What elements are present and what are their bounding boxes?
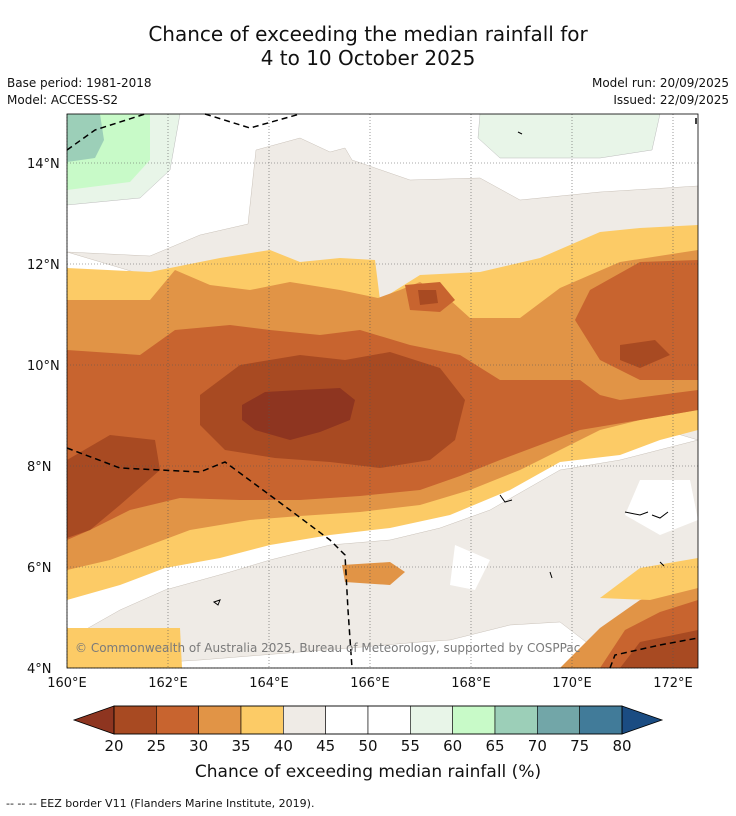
colorbar-below-arrow	[72, 705, 115, 735]
model-run: Model run: 20/09/2025	[591, 76, 729, 90]
island-4	[499, 494, 513, 503]
island-1	[624, 511, 649, 516]
colorbar-tick: 70	[527, 737, 547, 755]
colorbar-tick: 30	[189, 737, 209, 755]
island-6	[659, 561, 665, 567]
contour-fields	[67, 114, 698, 668]
eez-line-3	[66, 447, 353, 669]
lon-label: 172°E	[653, 676, 693, 691]
colorbar-tick: 40	[273, 737, 293, 755]
copyright-notice: © Commonwealth of Australia 2025, Bureau…	[75, 641, 581, 655]
field-25-southeast	[620, 630, 698, 668]
field-50-hole-1	[450, 545, 490, 590]
colorbar-tick: 60	[443, 737, 463, 755]
island-2	[651, 511, 669, 519]
colorbar-above-arrow	[621, 705, 664, 735]
lat-label: 12°N	[27, 258, 60, 273]
field-20	[242, 388, 355, 440]
lat-label: 6°N	[27, 561, 52, 576]
lon-label: 164°E	[249, 676, 289, 691]
field-40-southwest	[67, 628, 182, 668]
lon-label: 168°E	[451, 676, 491, 691]
island-5	[549, 571, 553, 579]
lat-label: 8°N	[27, 460, 52, 475]
colorbar-cell	[283, 705, 326, 735]
eez-legend: -- -- -- EEZ border V11 (Flanders Marine…	[6, 797, 315, 810]
colorbar-cells	[113, 705, 623, 735]
colorbar-cell	[156, 705, 199, 735]
colorbar-cell	[325, 705, 369, 735]
colorbar-cell	[410, 705, 453, 735]
colorbar	[72, 705, 664, 735]
colorbar-tick: 35	[231, 737, 251, 755]
issued-date: Issued: 22/09/2025	[613, 93, 729, 107]
colorbar-tick: 75	[570, 737, 590, 755]
colorbar-outline	[113, 705, 623, 735]
base-period: Base period: 1981-2018	[7, 76, 152, 90]
model-name: Model: ACCESS-S2	[7, 93, 119, 107]
field-25-east	[620, 340, 670, 368]
field-25-patch	[418, 290, 438, 305]
longitude-labels: 160°E 162°E 164°E 166°E 168°E 170°E 172°…	[47, 676, 693, 691]
map-title-line-1: Chance of exceeding the median rainfall …	[148, 22, 588, 46]
map-frame	[66, 113, 699, 669]
colorbar-cell	[198, 705, 242, 735]
field-25-west	[67, 435, 160, 538]
map-title-line-2: 4 to 10 October 2025	[260, 46, 476, 70]
colorbar-tick: 80	[612, 737, 632, 755]
lon-label: 160°E	[47, 676, 87, 691]
field-55-north	[477, 114, 661, 159]
colorbar-tick: 55	[400, 737, 420, 755]
colorbar-cell	[579, 705, 623, 735]
lat-label: 10°N	[27, 359, 60, 374]
island-7	[517, 131, 523, 135]
islands	[212, 131, 669, 606]
colorbar-cell	[240, 705, 284, 735]
colorbar-title: Chance of exceeding median rainfall (%)	[194, 762, 542, 782]
eez-borders	[66, 113, 699, 669]
colorbar-tick: 65	[485, 737, 505, 755]
colorbar-cell	[537, 705, 580, 735]
colorbar-cell	[113, 705, 157, 735]
field-40-southeast	[600, 558, 698, 600]
colorbar-tick: 25	[146, 737, 166, 755]
latitude-labels: 14°N 12°N 10°N 8°N 6°N 4°N	[27, 157, 60, 677]
lon-label: 170°E	[552, 676, 592, 691]
lat-label: 14°N	[27, 157, 60, 172]
field-35-patch	[342, 562, 405, 585]
field-50-hole-2	[625, 480, 698, 535]
colorbar-cell	[452, 705, 496, 735]
colorbar-cell	[494, 705, 538, 735]
lon-label: 166°E	[350, 676, 390, 691]
field-65-northwest	[67, 114, 104, 162]
colorbar-tick: 50	[358, 737, 378, 755]
island-3	[212, 599, 221, 606]
lat-label: 4°N	[27, 662, 52, 677]
colorbar-tick: 45	[316, 737, 336, 755]
eez-line-2	[204, 113, 301, 129]
eez-line-1	[66, 113, 146, 151]
lon-label: 162°E	[148, 676, 188, 691]
colorbar-tick: 20	[104, 737, 124, 755]
colorbar-cell	[367, 705, 411, 735]
